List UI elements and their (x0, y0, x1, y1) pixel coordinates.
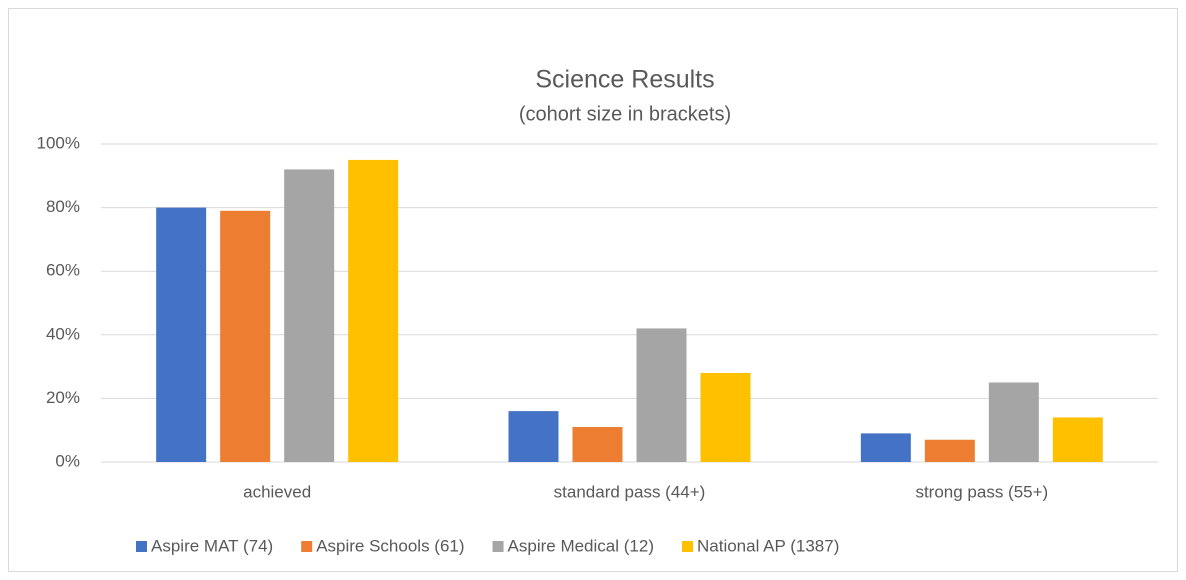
y-tick-label: 60% (46, 261, 80, 280)
bar (636, 328, 687, 462)
bar (156, 207, 207, 462)
legend-label: Aspire Medical (12) (508, 536, 654, 555)
x-tick-label: standard pass (44+) (554, 482, 706, 501)
legend-swatch (136, 541, 147, 552)
legend-label: Aspire Schools (61) (316, 536, 464, 555)
bar (348, 159, 399, 462)
bar (988, 382, 1039, 462)
y-tick-label: 40% (46, 324, 80, 343)
legend-swatch (492, 541, 504, 552)
bar (860, 433, 911, 462)
legend-label: Aspire MAT (74) (151, 536, 273, 555)
bar (1052, 417, 1103, 462)
y-tick-label: 80% (46, 197, 80, 216)
y-tick-label: 100% (37, 133, 80, 152)
bar (284, 169, 335, 462)
y-tick-label: 0% (55, 451, 80, 470)
bar (700, 372, 751, 462)
bar (572, 427, 623, 462)
x-tick-label: achieved (243, 482, 311, 501)
legend-swatch (301, 541, 313, 552)
bar (220, 210, 271, 462)
chart-subtitle: (cohort size in brackets) (519, 103, 731, 125)
bar (508, 411, 559, 462)
bar (924, 439, 975, 462)
x-tick-label: strong pass (55+) (915, 482, 1048, 501)
legend-swatch (681, 541, 693, 552)
y-tick-label: 20% (46, 388, 80, 407)
legend-label: National AP (1387) (697, 536, 839, 555)
chart-title: Science Results (535, 66, 714, 94)
